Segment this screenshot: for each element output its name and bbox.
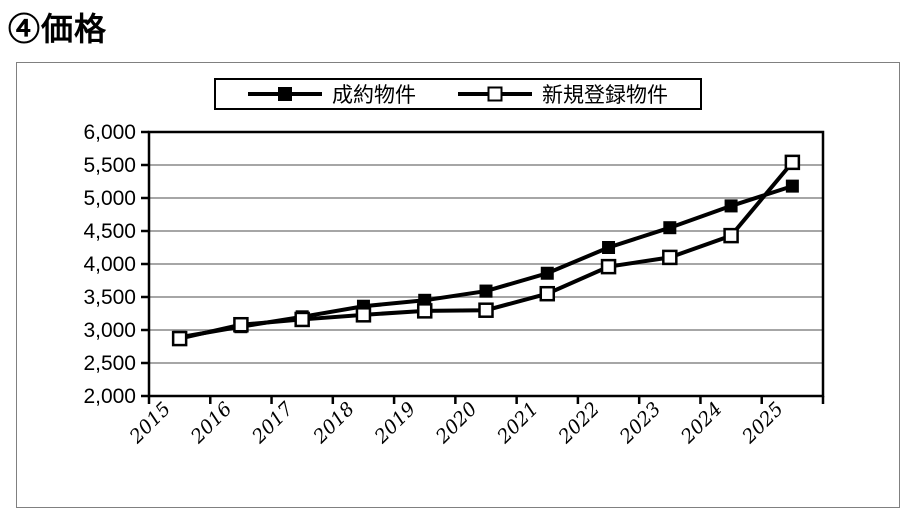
x-axis-label: 2024	[676, 398, 726, 448]
x-axis-label: 2017	[247, 397, 298, 448]
open-square-marker	[233, 316, 249, 333]
x-axis-label: 2021	[492, 398, 542, 448]
y-axis-label: 4,500	[83, 220, 136, 243]
new-listings-series-key	[458, 86, 532, 102]
y-axis-label: 2,500	[83, 352, 136, 375]
open-square-marker	[171, 330, 188, 347]
y-axis-label: 6,000	[83, 121, 136, 144]
open-square-marker	[539, 285, 556, 302]
y-axis-label: 5,000	[83, 187, 136, 210]
legend-item-new-listings: 新規登録物件	[458, 79, 668, 109]
legend-label-contracted: 成約物件	[332, 84, 416, 107]
x-axis-label: 2018	[309, 398, 359, 448]
filled-square-marker	[602, 241, 616, 254]
open-square-marker	[355, 307, 372, 323]
filled-square-marker	[663, 221, 677, 235]
y-axis-label: 3,500	[83, 286, 136, 309]
open-square-marker	[784, 154, 801, 171]
open-square-marker	[662, 249, 678, 266]
open-square-marker	[723, 227, 739, 244]
y-axis-label: 5,500	[83, 154, 136, 177]
y-axis-label: 3,000	[83, 319, 136, 342]
x-axis-label: 2022	[554, 398, 604, 448]
x-axis-label: 2023	[615, 398, 665, 448]
contracted-series-key	[248, 87, 322, 101]
y-axis-label: 2,000	[83, 385, 136, 408]
x-axis-label: 2020	[431, 398, 481, 448]
chart-panel: 2,000 2,500 3,000 3,500 4,000 4,500 5,000 5,500…	[16, 62, 900, 508]
x-axis-label: 2019	[370, 398, 420, 448]
filled-square-marker	[785, 179, 799, 193]
page-title: ④価格	[8, 11, 108, 47]
open-square-marker	[478, 302, 494, 318]
legend-label-new-listings: 新規登録物件	[542, 84, 668, 107]
open-square-marker	[416, 303, 433, 319]
x-axis-label: 2025	[737, 398, 787, 448]
open-square-icon	[487, 86, 503, 102]
x-axis-label: 2016	[186, 398, 236, 448]
open-square-marker	[600, 258, 617, 275]
open-square-marker	[294, 311, 310, 328]
filled-square-marker	[540, 266, 554, 280]
filled-square-icon	[278, 87, 292, 101]
filled-square-marker	[724, 199, 738, 213]
legend-item-contracted: 成約物件	[248, 79, 416, 109]
price-line-chart: 2,000 2,500 3,000 3,500 4,000 4,500 5,000 5,500…	[83, 121, 825, 448]
chart-legend: 成約物件 新規登録物件	[214, 78, 702, 110]
y-axis-label: 4,000	[83, 253, 136, 276]
filled-square-marker	[479, 284, 493, 298]
